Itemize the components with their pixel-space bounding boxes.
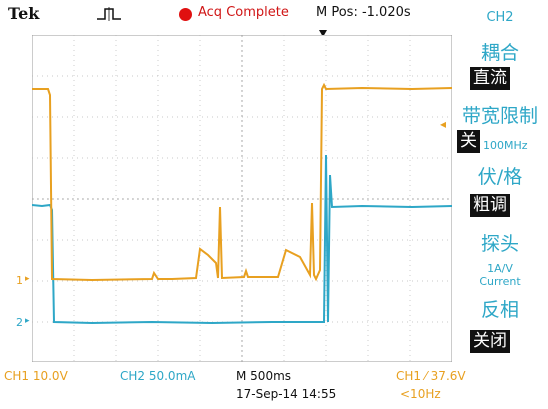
menu-invert[interactable]: 反相 bbox=[480, 299, 519, 321]
menu-coupling[interactable]: 耦合 bbox=[480, 42, 519, 64]
ch2-scale: CH2 50.0mA bbox=[120, 369, 196, 383]
center-axis bbox=[32, 35, 452, 362]
left-arrow-icon: ◂ bbox=[440, 117, 447, 131]
menu-bandwidth-limit[interactable]: 带宽限制 bbox=[461, 105, 538, 127]
frequency-readout: <10Hz bbox=[400, 387, 441, 401]
menu-probe[interactable]: 探头 bbox=[480, 233, 519, 255]
bandwidth-limit-value[interactable]: 关 bbox=[457, 130, 480, 153]
status-header: Tek Acq Complete M Pos: -1.020s bbox=[0, 0, 548, 28]
down-arrow-icon bbox=[319, 30, 327, 37]
horizontal-position: M Pos: -1.020s bbox=[316, 5, 411, 20]
coupling-value[interactable]: 直流 bbox=[470, 67, 510, 90]
ch1-marker-arrow: ▸ bbox=[25, 274, 30, 284]
bandwidth-value-text: 100MHz bbox=[483, 139, 528, 152]
menu-volts-div[interactable]: 伏/格 bbox=[477, 166, 523, 188]
ch1-waveform bbox=[32, 82, 452, 282]
ch2-marker: 2 bbox=[16, 316, 23, 329]
invert-value[interactable]: 关闭 bbox=[470, 330, 510, 353]
waveform-display bbox=[32, 35, 452, 362]
ch1-marker: 1 bbox=[16, 274, 23, 287]
status-bar: CH1 10.0V CH2 50.0mA M 500ms 17-Sep-14 1… bbox=[0, 366, 548, 409]
run-indicator bbox=[179, 8, 192, 21]
volts-div-value[interactable]: 粗调 bbox=[470, 194, 510, 217]
pulse-trigger-icon bbox=[97, 7, 121, 21]
timebase: M 500ms bbox=[236, 369, 292, 383]
menu-channel: CH2 bbox=[486, 10, 514, 25]
ch2-marker-arrow: ▸ bbox=[25, 316, 30, 326]
brand-logo: Tek bbox=[8, 4, 40, 23]
acquisition-status: Acq Complete bbox=[198, 5, 289, 20]
trigger-readout: CH1 ⁄ 37.6V bbox=[396, 369, 466, 383]
ch1-scale: CH1 10.0V bbox=[4, 369, 68, 383]
menu-probe-value: 1A/V Current bbox=[479, 262, 521, 288]
datetime: 17-Sep-14 14:55 bbox=[236, 387, 337, 401]
